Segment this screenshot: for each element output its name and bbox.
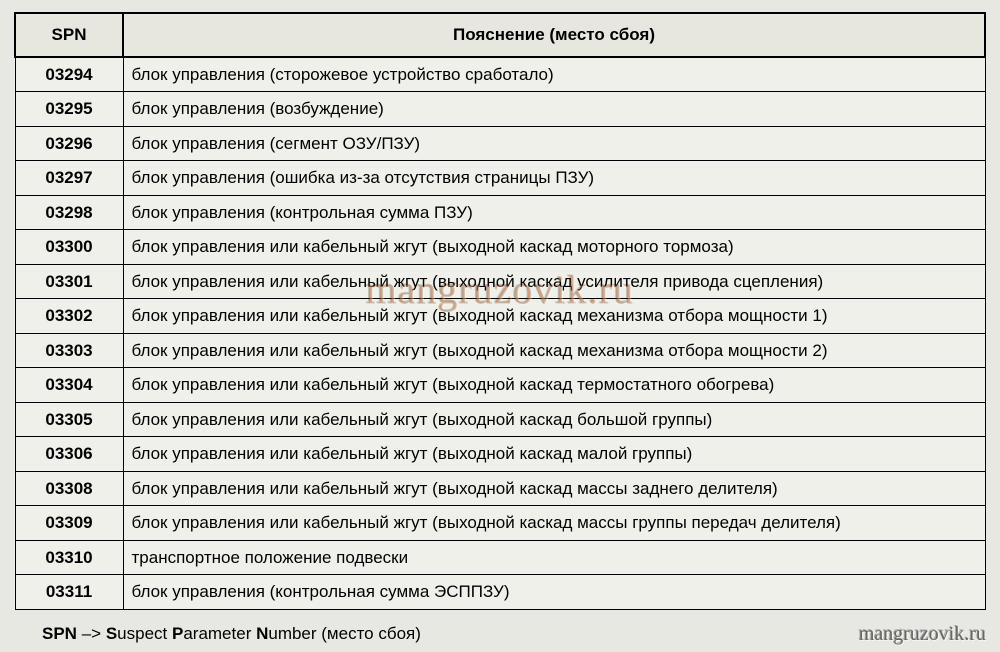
spn-cell: 03300 xyxy=(15,230,123,265)
desc-cell: блок управления или кабельный жгут (выхо… xyxy=(123,437,985,472)
table-row: 03301блок управления или кабельный жгут … xyxy=(15,264,985,299)
table-row: 03300блок управления или кабельный жгут … xyxy=(15,230,985,265)
spn-cell: 03294 xyxy=(15,57,123,92)
table-row: 03303блок управления или кабельный жгут … xyxy=(15,333,985,368)
footer-arrow: –> xyxy=(82,624,101,643)
footer-abbr: SPN xyxy=(42,624,77,643)
footer-letter-p: P xyxy=(172,624,183,643)
desc-cell: блок управления или кабельный жгут (выхо… xyxy=(123,230,985,265)
desc-cell: блок управления (сторожевое устройство с… xyxy=(123,57,985,92)
table-header-row: SPN Пояснение (место сбоя) xyxy=(15,13,985,57)
table-row: 03302блок управления или кабельный жгут … xyxy=(15,299,985,334)
footer-letter-s: S xyxy=(106,624,117,643)
spn-cell: 03305 xyxy=(15,402,123,437)
desc-cell: транспортное положение подвески xyxy=(123,540,985,575)
desc-cell: блок управления или кабельный жгут (выхо… xyxy=(123,471,985,506)
desc-cell: блок управления (возбуждение) xyxy=(123,92,985,127)
header-desc: Пояснение (место сбоя) xyxy=(123,13,985,57)
header-spn: SPN xyxy=(15,13,123,57)
spn-cell: 03308 xyxy=(15,471,123,506)
desc-cell: блок управления (контрольная сумма ПЗУ) xyxy=(123,195,985,230)
spn-cell: 03296 xyxy=(15,126,123,161)
desc-cell: блок управления или кабельный жгут (выхо… xyxy=(123,402,985,437)
spn-cell: 03295 xyxy=(15,92,123,127)
table-row: 03297блок управления (ошибка из-за отсут… xyxy=(15,161,985,196)
footer-note: SPN –> Suspect Parameter Number (место с… xyxy=(42,624,986,644)
desc-cell: блок управления или кабельный жгут (выхо… xyxy=(123,368,985,403)
desc-cell: блок управления или кабельный жгут (выхо… xyxy=(123,264,985,299)
table-row: 03306блок управления или кабельный жгут … xyxy=(15,437,985,472)
spn-cell: 03310 xyxy=(15,540,123,575)
desc-cell: блок управления (сегмент ОЗУ/ПЗУ) xyxy=(123,126,985,161)
table-row: 03296блок управления (сегмент ОЗУ/ПЗУ) xyxy=(15,126,985,161)
table-row: 03295блок управления (возбуждение) xyxy=(15,92,985,127)
desc-cell: блок управления или кабельный жгут (выхо… xyxy=(123,506,985,541)
desc-cell: блок управления или кабельный жгут (выхо… xyxy=(123,333,985,368)
table-row: 03308блок управления или кабельный жгут … xyxy=(15,471,985,506)
footer-letter-n: N xyxy=(256,624,268,643)
table-body: 03294блок управления (сторожевое устройс… xyxy=(15,57,985,610)
spn-cell: 03301 xyxy=(15,264,123,299)
spn-cell: 03304 xyxy=(15,368,123,403)
table-row: 03305блок управления или кабельный жгут … xyxy=(15,402,985,437)
footer-r1: uspect xyxy=(117,624,172,643)
spn-cell: 03306 xyxy=(15,437,123,472)
table-row: 03304блок управления или кабельный жгут … xyxy=(15,368,985,403)
spn-table: SPN Пояснение (место сбоя) 03294блок упр… xyxy=(14,12,986,610)
spn-cell: 03297 xyxy=(15,161,123,196)
spn-cell: 03303 xyxy=(15,333,123,368)
spn-cell: 03309 xyxy=(15,506,123,541)
table-row: 03309блок управления или кабельный жгут … xyxy=(15,506,985,541)
desc-cell: блок управления (контрольная сумма ЭСППЗ… xyxy=(123,575,985,610)
table-row: 03294блок управления (сторожевое устройс… xyxy=(15,57,985,92)
spn-cell: 03298 xyxy=(15,195,123,230)
table-row: 03310транспортное положение подвески xyxy=(15,540,985,575)
table-row: 03298блок управления (контрольная сумма … xyxy=(15,195,985,230)
spn-cell: 03302 xyxy=(15,299,123,334)
desc-cell: блок управления или кабельный жгут (выхо… xyxy=(123,299,985,334)
desc-cell: блок управления (ошибка из-за отсутствия… xyxy=(123,161,985,196)
footer-r2: arameter xyxy=(183,624,256,643)
footer-r3: umber (место сбоя) xyxy=(268,624,421,643)
spn-cell: 03311 xyxy=(15,575,123,610)
table-row: 03311блок управления (контрольная сумма … xyxy=(15,575,985,610)
